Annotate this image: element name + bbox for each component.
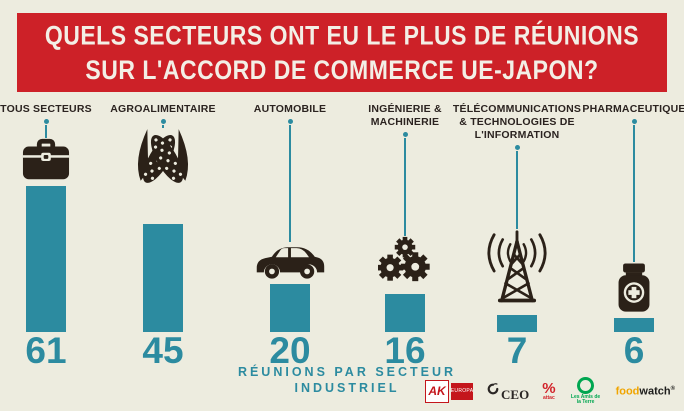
ceo-swirl-icon [486,382,500,401]
sector-label: AUTOMOBILE [253,103,327,115]
briefcase-icon [22,138,70,182]
ak-logo-mark: AK [425,379,450,403]
foodwatch-mark: ® [670,386,675,393]
sector-label: INGÉNIERIE & MACHINERIE [368,103,442,128]
connector-line [162,125,164,128]
ak-europa-label: EUROPA [451,382,474,400]
car-icon [253,242,327,280]
sector-column-telecommunications: TÉLÉCOMMUNICATIONS & TECHNOLOGIES DE L'I… [452,103,582,371]
connector-line [289,125,291,242]
logo-ceo: CEO [486,382,529,401]
sector-column-tous-secteurs: TOUS SECTEURS 61 [0,103,105,370]
bar-agroalimentaire [143,224,183,332]
connector-dot [160,119,166,124]
sector-label: AGROALIMENTAIRE [110,103,216,115]
sector-label: TOUS SECTEURS [0,103,92,115]
attac-percent-mark: % [542,379,556,397]
foodwatch-watch: watch [639,385,671,398]
title-line-1: QUELS SECTEURS ONT EU LE PLUS DE RÉUNION… [44,19,640,51]
bar-pharmaceutique [614,318,654,332]
sector-label: PHARMACEUTIQUE [582,103,684,115]
connector-dot [287,119,293,124]
sector-label: TÉLÉCOMMUNICATIONS & TECHNOLOGIES DE L'I… [452,103,582,141]
ceo-label: CEO [501,386,530,402]
connector-dot [631,119,637,124]
sector-column-pharmaceutique: PHARMACEUTIQUE 6 [575,103,684,370]
logo-ak-europa: AK EUROPA [425,379,474,403]
connector-dot [402,132,408,137]
logo-attac: % attac [542,379,556,401]
sector-value: 45 [142,330,184,371]
bar-tous-secteurs [26,186,66,332]
connector-dot [43,119,49,124]
foodwatch-food: food [615,385,640,398]
bar-ingenierie [385,294,425,332]
sector-value: 20 [269,330,311,371]
footer-logos: AK EUROPA CEO % attac Les Amis de la Ter… [425,377,675,405]
title-line-2: SUR L'ACCORD DE COMMERCE UE-JAPON? [85,53,599,85]
bar-automobile [270,284,310,332]
sector-column-agroalimentaire: AGROALIMENTAIRE [104,103,222,370]
connector-line [516,151,518,229]
corn-icon [117,128,209,220]
bar-telecommunications [497,315,537,332]
sector-value: 6 [623,330,645,371]
connector-line [45,125,47,138]
logo-foodwatch: foodwatch® [616,384,675,398]
radio-tower-icon [476,229,558,311]
sector-value: 16 [384,330,426,371]
logo-amis-de-la-terre: Les Amis de la Terre [569,377,603,405]
page-title: QUELS SECTEURS ONT EU LE PLUS DE RÉUNION… [45,18,639,86]
sector-value: 61 [25,330,67,371]
chart-axis-caption: RÉUNIONS PAR SECTEUR INDUSTRIEL [237,365,457,395]
sector-column-ingenierie-machinerie: INGÉNIERIE & MACHINERIE [346,103,464,370]
connector-line [633,125,635,262]
amis-circle-icon [577,377,595,394]
amis-label: Les Amis de la Terre [570,394,601,405]
attac-label: attac [543,394,555,401]
medicine-bottle-icon [614,262,654,314]
connector-dot [514,145,520,150]
header-banner: QUELS SECTEURS ONT EU LE PLUS DE RÉUNION… [17,13,667,92]
connector-line [404,138,406,236]
sector-column-automobile: AUTOMOBILE 20 [231,103,349,370]
gears-icon [377,236,432,290]
sector-value: 7 [506,330,528,371]
